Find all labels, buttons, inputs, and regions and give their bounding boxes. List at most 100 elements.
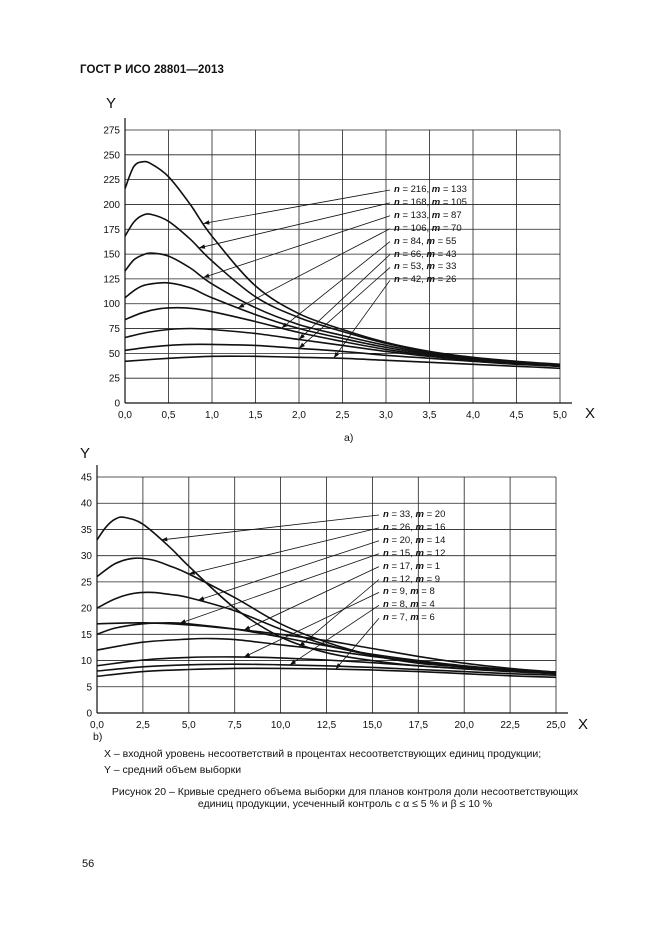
chart-a-y-tick-label: 275 [103,126,120,137]
chart-b-leader-arrowhead [243,652,251,658]
legend-label-n17: n = 17, m = 1 [383,561,440,573]
chart-b-x-tick-label: 10,0 [271,720,291,731]
chart-a-leader-line [333,280,391,359]
legend-m-symbol: m [431,222,441,234]
legend-m-symbol: m [431,196,441,208]
caption-line-2: единиц продукции, усеченный контроль с α… [197,798,493,810]
chart-a-x-tick-label: 3,0 [379,410,393,421]
legend-m-symbol: m [410,599,419,611]
legend-n-symbol: n [383,509,389,520]
document-header: ГОСТ Р ИСО 28801—2013 [80,64,225,76]
chart-b-curve-n15 [96,621,557,673]
legend-n-symbol: n [383,521,389,533]
chart-a-leader-arrowhead [238,303,245,308]
legend-n-value: = 168, [399,196,432,208]
chart-b-y-tick-label: 35 [81,525,93,536]
legend-n-value: = 106, [399,222,432,234]
chart-b-y-tick-label: 0 [86,709,92,720]
legend-m-value: = 6 [418,612,435,624]
legend-label-n53: n = 53, m = 33 [394,261,456,273]
chart-a-x-tick-label: 4,0 [466,410,480,421]
legend-m-symbol: m [415,521,424,533]
note-x: X – входной уровень несоответствий в про… [104,748,542,760]
legend-n-value: = 53, [399,261,427,273]
legend-label-n66: n = 66, m = 43 [394,249,456,261]
legend-m-value: = 20 [423,509,446,520]
chart-b-leader-line [161,514,380,541]
legend-m-value: = 87 [440,209,462,221]
chart-a-x-tick-label: 1,0 [205,410,219,421]
legend-label-n26: n = 26, m = 16 [383,522,445,534]
chart-a-y-tick-label: 25 [109,374,121,385]
legend-m-value: = 9 [423,573,441,585]
chart-a-leader-arrowhead [299,333,305,340]
legend-n-value: = 26, [388,521,416,533]
chart-b-y-tick-label: 15 [81,630,93,641]
legend-n-symbol: n [394,196,400,208]
chart-b-y-axis-label: Y [80,445,90,462]
legend-label-n106: n = 106, m = 70 [394,223,462,235]
chart-b-curve-n7 [96,667,557,679]
legend-n-symbol: n [394,261,400,273]
legend-label-n20: n = 20, m = 14 [383,535,445,547]
legend-label-n15: n = 15, m = 12 [383,548,445,560]
chart-b-leader-arrowhead [161,537,168,542]
chart-b-x-axis-label: X [578,716,588,733]
chart-a-leader-arrowhead [333,351,340,359]
chart-a-leader-arrowhead [299,342,305,349]
legend-m-symbol: m [426,248,435,260]
chart-b-curve-n12 [96,637,557,674]
chart-a-sublabel: a) [344,432,354,444]
chart-b-y-tick-label: 5 [86,682,92,693]
chart-a-y-tick-label: 50 [109,349,121,360]
legend-label-n7: n = 7, m = 6 [383,612,435,624]
chart-a-x-tick-label: 0,0 [118,410,132,421]
legend-n-symbol: n [383,599,389,611]
legend-m-value: = 12 [423,547,446,559]
chart-a-x-tick-label: 0,5 [162,410,176,421]
legend-n-value: = 20, [388,534,416,546]
chart-a-y-tick-label: 175 [103,225,120,236]
legend-n-symbol: n [394,274,400,286]
legend-n-symbol: n [383,560,389,572]
page-number: 56 [82,858,95,870]
chart-a-x-tick-label: 2,0 [292,410,306,421]
legend-label-n84: n = 84, m = 55 [394,236,456,248]
legend-label-n42: n = 42, m = 26 [394,274,456,286]
legend-m-symbol: m [415,573,424,585]
legend-label-n9: n = 9, m = 8 [383,586,435,598]
chart-a-leader-arrowhead [203,220,210,225]
legend-m-value: = 105 [440,196,467,208]
chart-a-curve-n84 [124,306,561,368]
legend-m-symbol: m [410,612,419,624]
chart-b-leader-arrowhead [243,625,251,631]
figure-notes: X – входной уровень несоответствий в про… [104,746,541,778]
chart-b-x-tick-label: 2,5 [136,720,150,731]
chart-a-leader-line [203,215,391,278]
legend-n-value: = 12, [388,573,416,585]
chart-a-leader-line [237,228,391,309]
legend-n-symbol: n [394,235,400,247]
legend-n-symbol: n [394,248,400,260]
chart-b-leader-line [289,604,380,666]
chart-b-leader-arrowhead [197,596,205,601]
legend-label-n216: n = 216, m = 133 [394,184,467,196]
legend-n-symbol: n [394,209,400,221]
chart-a-y-tick-label: 200 [103,200,120,211]
legend-m-value: = 133 [440,184,467,195]
legend-m-symbol: m [415,534,424,546]
chart-a-curve-n216 [124,160,561,366]
legend-m-symbol: m [415,509,424,520]
legend-m-value: = 8 [418,586,435,598]
legend-n-value: = 216, [399,184,432,195]
legend-m-value: = 4 [418,599,435,611]
chart-a-leader-line [298,267,391,349]
chart-b-leader-line [298,579,380,648]
chart-b-x-tick-label: 17,5 [409,720,429,731]
chart-a-leader-line [281,241,391,329]
chart-a-x-tick-label: 2,5 [336,410,350,421]
legend-m-symbol: m [410,586,419,598]
legend-m-value: = 14 [423,534,446,546]
chart-b-x-tick-label: 25,0 [546,720,566,731]
chart-b-leader-line [197,540,380,601]
